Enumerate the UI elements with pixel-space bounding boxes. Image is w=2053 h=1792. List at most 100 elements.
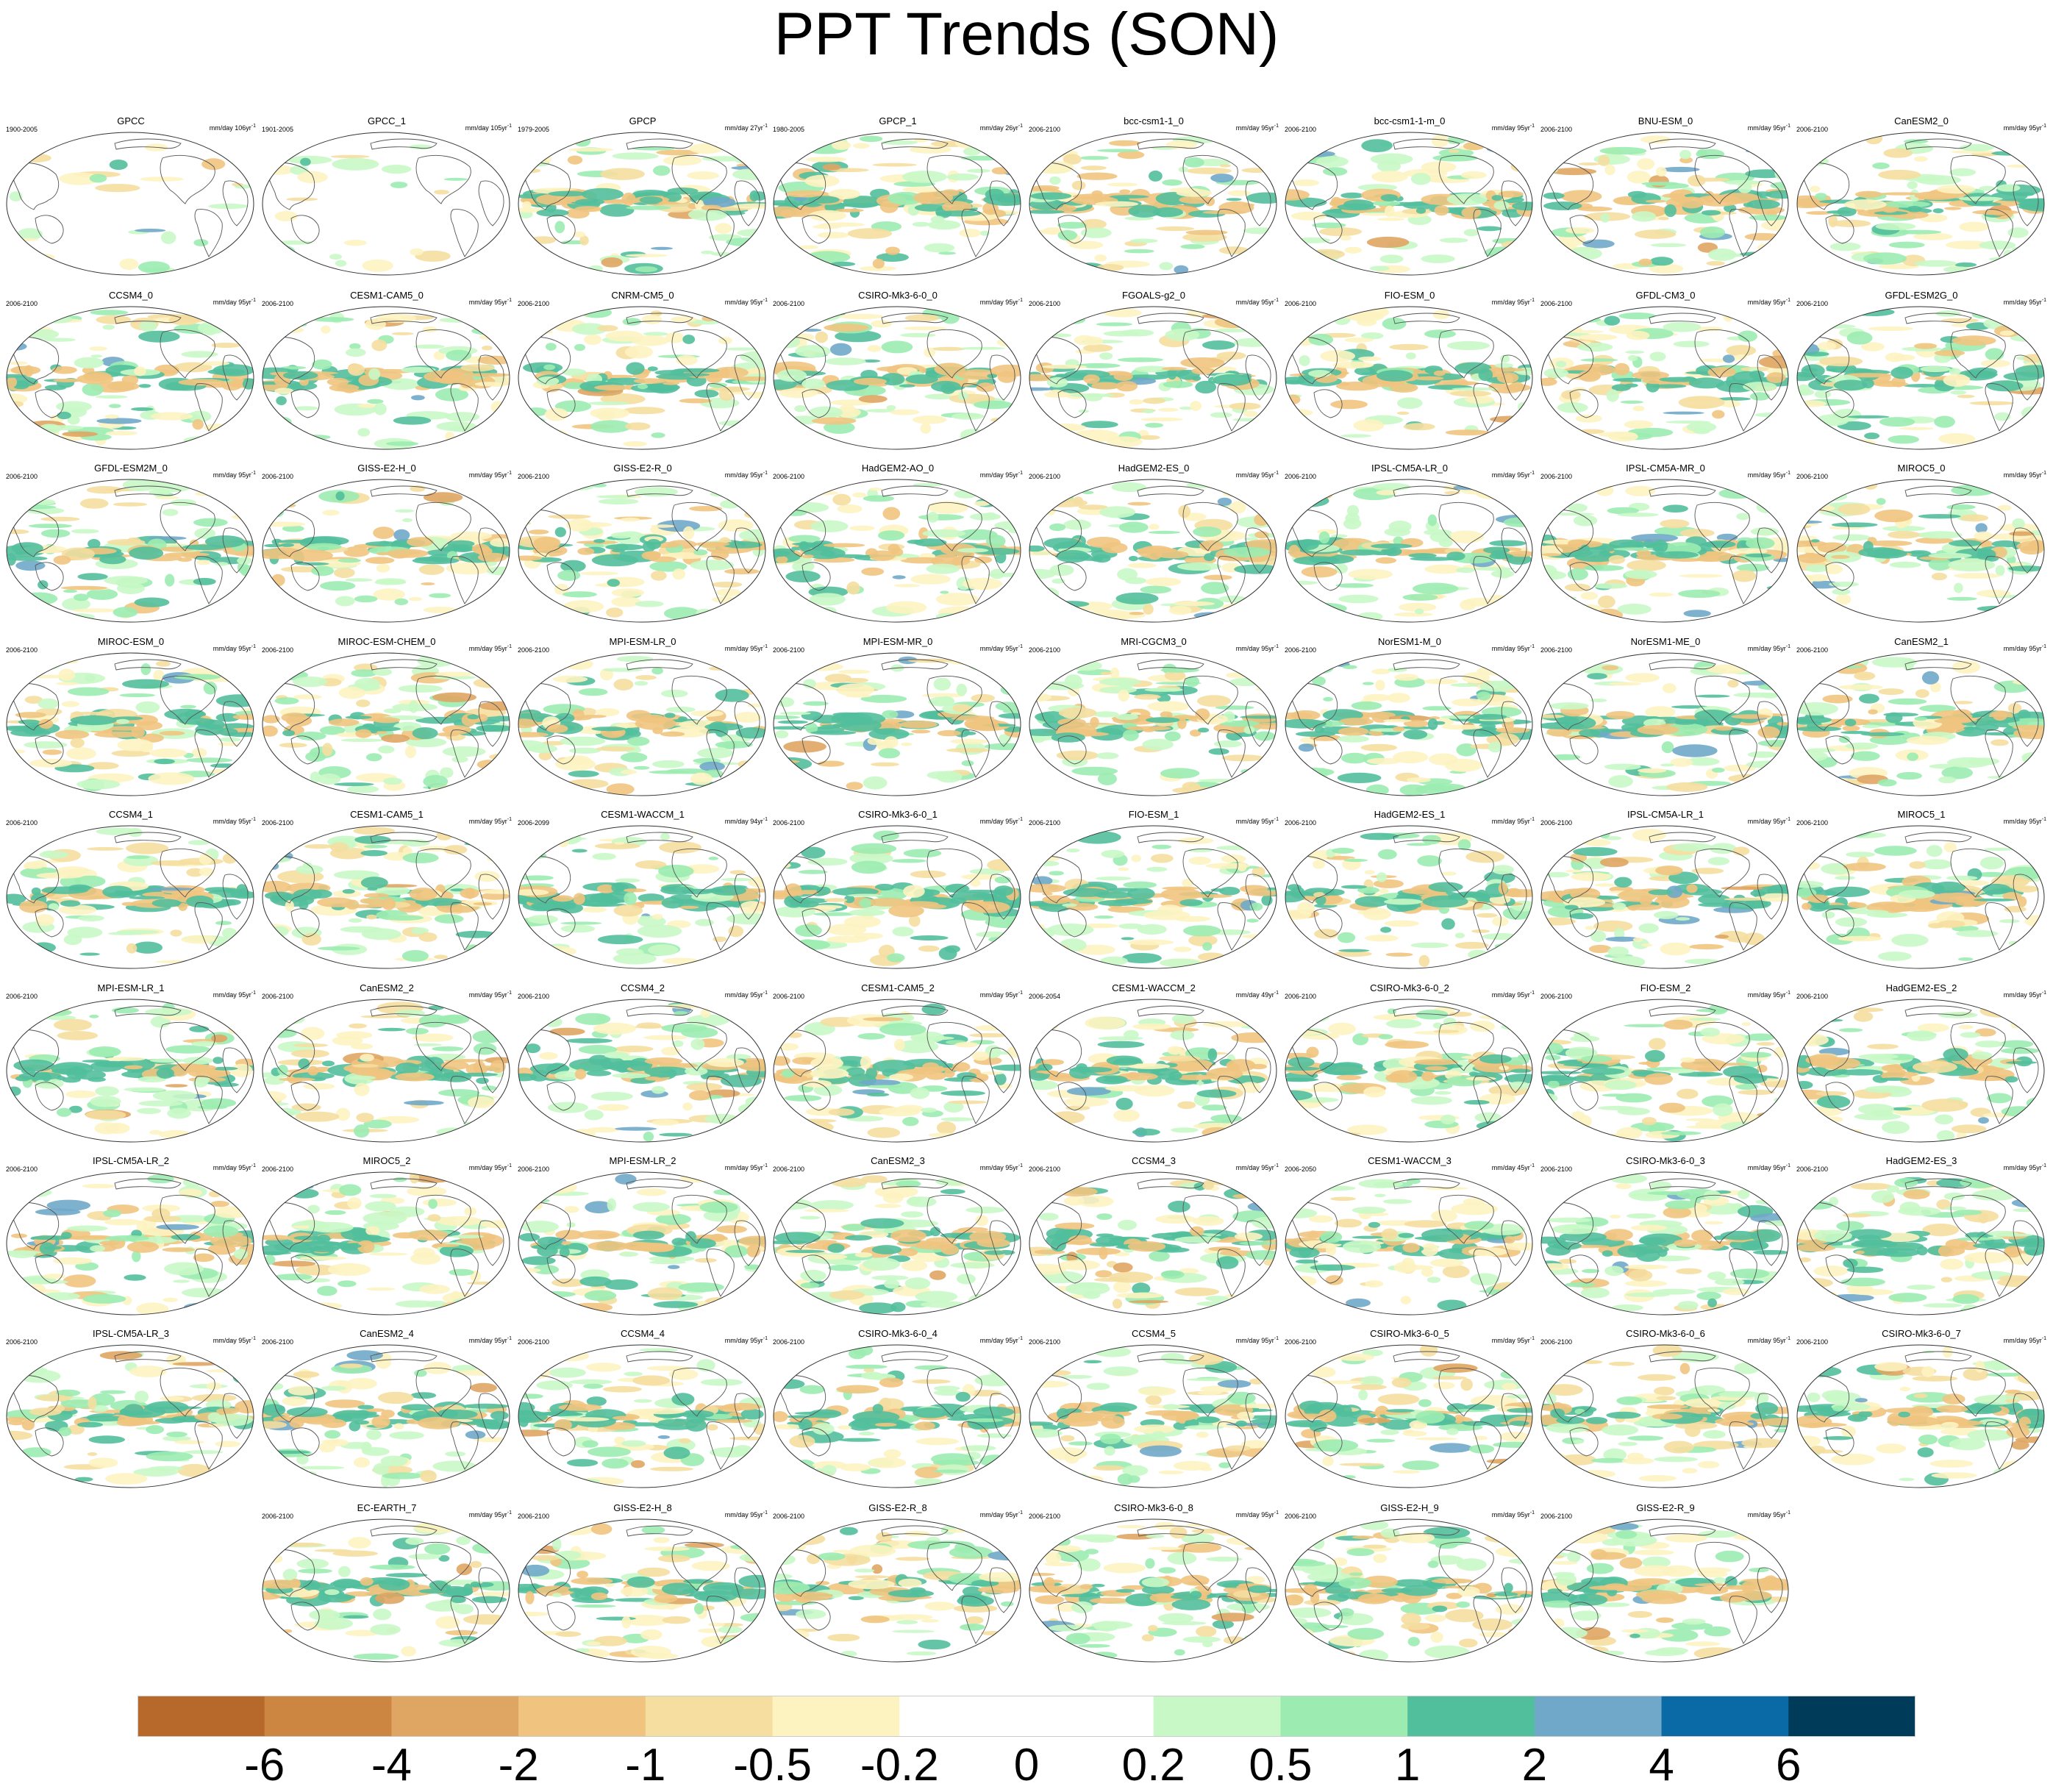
coastline [989, 1393, 1015, 1439]
coastline [1950, 1021, 2006, 1071]
coastline [1694, 848, 1750, 898]
coastline [1290, 336, 1338, 385]
coastline [546, 1254, 576, 1284]
map-panel: CCSM4_4 2006-2100 mm/day 95yr-1 [516, 1327, 769, 1490]
coastline [222, 701, 249, 747]
panel-title: IPSL-CM5A-LR_2 [92, 1155, 170, 1166]
trend-map [518, 652, 766, 796]
panel-period: 2006-2100 [6, 993, 38, 1000]
panel-title: GISS-E2-R_9 [1636, 1502, 1695, 1513]
coastline [370, 1178, 438, 1190]
map-border [1285, 306, 1533, 450]
panel-unit: mm/day 95yr-1 [1235, 1336, 1279, 1344]
colorbar-tick-label: -0.2 [860, 1740, 939, 1791]
coastline [1546, 1029, 1593, 1077]
panel-unit: mm/day 95yr-1 [979, 817, 1023, 825]
coastline [478, 1393, 504, 1439]
map-panel: MIROC5_0 2006-2100 mm/day 95yr-1 [1795, 461, 2048, 624]
panel-title: CCSM4_3 [1132, 1155, 1176, 1166]
coastline [1694, 1367, 1750, 1417]
trend-map [1796, 999, 2045, 1143]
map-panel: GISS-E2-R_0 2006-2100 mm/day 95yr-1 [516, 461, 769, 624]
coastline [450, 1249, 479, 1297]
map-border [1285, 1344, 1533, 1488]
panel-period: 2006-2100 [262, 1338, 294, 1346]
coastline [1438, 154, 1494, 204]
panel-title: CSIRO-Mk3-6-0_7 [1882, 1328, 1961, 1339]
coastline [160, 1367, 215, 1417]
map-border [1796, 652, 2045, 796]
trend-map [1540, 652, 1789, 796]
map-border [1796, 479, 2045, 623]
coastline [1802, 336, 1849, 385]
trend-field [263, 654, 510, 795]
panel-period: 2006-2100 [518, 1338, 550, 1346]
map-border [773, 306, 1021, 450]
coastline [1950, 675, 2006, 725]
panel-period: 2006-2100 [1540, 300, 1573, 307]
map-panel: MPI-ESM-LR_2 2006-2100 mm/day 95yr-1 [516, 1154, 769, 1317]
panel-unit: mm/day 95yr-1 [213, 817, 256, 825]
figure-title: PPT Trends (SON) [774, 1, 1279, 68]
coastline [546, 735, 576, 765]
coastline [160, 848, 215, 898]
coastline [546, 1602, 576, 1631]
map-border [518, 825, 766, 969]
coastline [881, 313, 949, 324]
panel-period: 1901-2005 [262, 126, 294, 133]
panel-title: HadGEM2-ES_2 [1885, 982, 1957, 993]
map-border [518, 306, 766, 450]
trend-map [1796, 652, 2045, 796]
coastline [1034, 162, 1082, 210]
panel-unit: mm/day 95yr-1 [1491, 990, 1535, 999]
coastline [523, 1029, 571, 1077]
coastline [881, 1178, 949, 1190]
panel-period: 2006-2100 [262, 1513, 294, 1520]
coastline [1137, 832, 1204, 843]
trend-field [1285, 1002, 1532, 1136]
panel-period: 2006-2100 [1796, 126, 1829, 133]
coastline [1034, 1202, 1082, 1250]
coastline [1694, 329, 1750, 379]
panel-unit: mm/day 95yr-1 [2003, 298, 2046, 306]
trend-map [6, 1171, 254, 1316]
map-panel: CSIRO-Mk3-6-0_8 2006-2100 mm/day 95yr-1 [1027, 1501, 1280, 1664]
trend-map [773, 825, 1021, 969]
coastline [1501, 1567, 1527, 1613]
coastline [801, 389, 831, 418]
coastline [415, 848, 471, 898]
trend-field [263, 484, 510, 619]
coastline [1802, 509, 1849, 557]
panel-unit: mm/day 95yr-1 [979, 1163, 1023, 1171]
panel-title: MIROC5_2 [363, 1155, 411, 1166]
panel-unit: mm/day 95yr-1 [468, 644, 512, 652]
map-border [6, 1344, 254, 1488]
panel-period: 2006-2054 [1029, 993, 1061, 1000]
coastline [1182, 675, 1238, 725]
map-border [1540, 999, 1789, 1143]
panel-period: 2006-2100 [262, 1165, 294, 1173]
map-panel: NorESM1-ME_0 2006-2100 mm/day 95yr-1 [1539, 635, 1792, 798]
coastline [267, 1202, 315, 1250]
trend-map [518, 1518, 766, 1663]
trend-field [1541, 999, 1788, 1142]
panel-period: 2006-2100 [1540, 473, 1573, 480]
panel-period: 2006-2100 [262, 473, 294, 480]
map-border [1029, 132, 1277, 276]
map-border [1029, 1171, 1277, 1316]
coastline [11, 1374, 59, 1423]
coastline [1904, 313, 1972, 324]
map-panel: MIROC5_1 2006-2100 mm/day 95yr-1 [1795, 807, 2048, 971]
coastline [1950, 154, 2006, 204]
coastline [706, 1249, 735, 1297]
coastline [290, 735, 320, 765]
panel-title: FIO-ESM_0 [1384, 290, 1435, 301]
trend-field [1029, 660, 1277, 794]
panel-period: 2006-2100 [518, 1513, 550, 1520]
coastline [1393, 138, 1460, 150]
coastline [1290, 1374, 1338, 1423]
map-border [262, 999, 510, 1143]
trend-map [262, 825, 510, 969]
panel-title: GISS-E2-H_8 [613, 1502, 672, 1513]
coastline [734, 1220, 760, 1266]
